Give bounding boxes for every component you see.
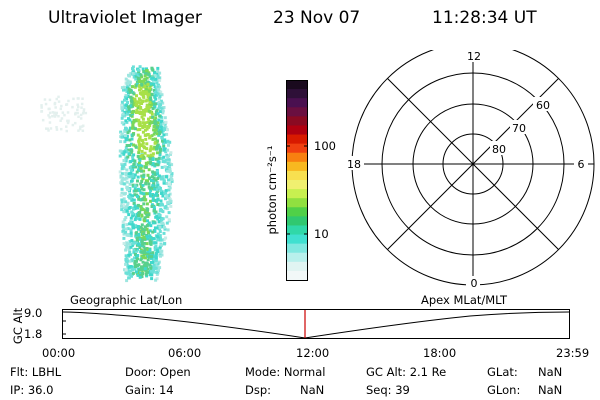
date-label: 23 Nov 07 bbox=[273, 8, 361, 28]
colorbar-band bbox=[286, 143, 308, 154]
colorbar-band bbox=[286, 243, 308, 254]
geographic-label: Geographic Lat/Lon bbox=[70, 293, 183, 307]
colorbar-band bbox=[286, 170, 308, 181]
lat-label-60: 60 bbox=[536, 99, 550, 112]
orbit-ytick-high: 9.0 bbox=[24, 306, 43, 320]
colorbar-band bbox=[286, 198, 308, 208]
time-label-2359: 23:59 bbox=[556, 346, 590, 360]
lat-label-70: 70 bbox=[512, 122, 526, 135]
lat-label-80: 80 bbox=[492, 143, 506, 156]
colorbar-band bbox=[286, 116, 308, 127]
mlt-label-0: 0 bbox=[471, 277, 478, 290]
time-label-0000: 00:00 bbox=[42, 346, 76, 360]
colorbar-band bbox=[286, 89, 308, 99]
mlt-label-6: 6 bbox=[578, 158, 585, 171]
mlt-label-18: 18 bbox=[347, 158, 361, 171]
time-label-1800: 18:00 bbox=[423, 346, 457, 360]
colorbar-band bbox=[286, 107, 308, 117]
colorbar-band bbox=[286, 161, 308, 172]
status-dsp-value: NaN bbox=[300, 383, 325, 397]
colorbar-band bbox=[286, 125, 308, 136]
time-label: 11:28:34 UT bbox=[432, 8, 537, 28]
colorbar-tick-10: 10 bbox=[314, 227, 329, 241]
apex-label: Apex MLat/MLT bbox=[421, 293, 508, 307]
status-door: Door: Open bbox=[125, 365, 191, 379]
status-gain: Gain: 14 bbox=[125, 383, 174, 397]
gc-alt-curve bbox=[62, 311, 570, 339]
colorbar-band bbox=[286, 216, 308, 227]
status-ip: IP: 36.0 bbox=[10, 383, 54, 397]
colorbar-band bbox=[286, 80, 308, 90]
time-label-0600: 06:00 bbox=[168, 346, 202, 360]
colorbar bbox=[286, 80, 308, 281]
colorbar-tick-100: 100 bbox=[314, 139, 336, 153]
colorbar-band bbox=[286, 152, 308, 163]
colorbar-band bbox=[286, 207, 308, 217]
colorbar-band bbox=[286, 180, 308, 190]
status-glon-label: GLon: bbox=[487, 383, 521, 397]
colorbar-band bbox=[286, 98, 308, 108]
colorbar-band bbox=[286, 234, 308, 245]
polar-grid: 12 0 18 6 60 70 80 bbox=[344, 50, 595, 290]
colorbar-band bbox=[286, 261, 308, 272]
orbit-ytick-low: 1.8 bbox=[24, 327, 43, 341]
status-glat-label: GLat: bbox=[487, 365, 518, 379]
colorbar-band bbox=[286, 252, 308, 263]
colorbar-band bbox=[286, 270, 308, 281]
status-glon-value: NaN bbox=[538, 383, 563, 397]
status-dsp-label: Dsp: bbox=[245, 383, 272, 397]
colorbar-band bbox=[286, 134, 308, 145]
instrument-title: Ultraviolet Imager bbox=[48, 8, 202, 28]
status-gc-alt: GC Alt: 2.1 Re bbox=[366, 365, 447, 379]
colorbar-units-label: photon cm⁻²s⁻¹ bbox=[265, 145, 279, 235]
mlt-label-12: 12 bbox=[467, 50, 481, 63]
colorbar-band bbox=[286, 189, 308, 199]
colorbar-band bbox=[286, 225, 308, 236]
auroral-image bbox=[40, 65, 174, 283]
status-seq: Seq: 39 bbox=[366, 383, 410, 397]
status-glat-value: NaN bbox=[538, 365, 563, 379]
time-label-1200: 12:00 bbox=[296, 346, 330, 360]
status-mode: Mode: Normal bbox=[245, 365, 326, 379]
orbit-strip-plot bbox=[62, 309, 570, 339]
status-flt: Flt: LBHL bbox=[10, 365, 62, 379]
